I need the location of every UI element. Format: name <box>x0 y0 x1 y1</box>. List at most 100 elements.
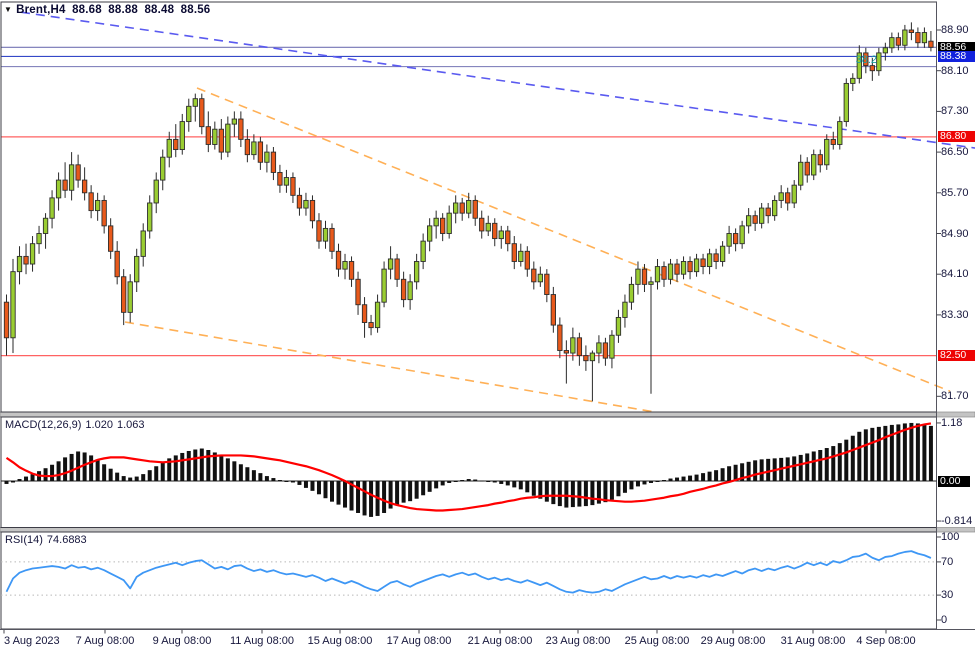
candle-bear <box>296 194 303 209</box>
price-badge-88.38: 88.38 <box>938 50 975 62</box>
candle-bull <box>889 37 895 49</box>
candle-bull <box>921 32 928 44</box>
candle-bear <box>88 192 94 212</box>
candle-bear <box>121 276 127 313</box>
candle-bear <box>661 266 667 280</box>
symbol-title: ▼ Brent,H4 88.68 88.88 88.48 88.56 <box>4 4 213 16</box>
candle-bull <box>140 230 146 257</box>
candle-bear <box>713 253 719 262</box>
time-axis-label: 9 Aug 08:00 <box>152 635 212 647</box>
rsi-name: RSI(14) <box>5 534 43 546</box>
candle-bear <box>863 52 869 67</box>
candle-bear <box>270 151 277 173</box>
time-axis-label: 31 Aug 08:00 <box>780 635 846 647</box>
candle-bull <box>283 177 290 186</box>
candle-bear <box>459 202 465 214</box>
candle-bear <box>895 37 902 46</box>
candle-bull <box>160 156 166 181</box>
macd-value-2: 1.063 <box>116 419 145 431</box>
candle-bear <box>244 138 251 156</box>
macd-histogram[interactable] <box>4 422 933 517</box>
candle-bull <box>374 301 381 329</box>
price-axis-label: 83.30 <box>941 308 969 321</box>
rsi-axis-label: 70 <box>941 555 954 568</box>
candle-bull <box>303 199 309 209</box>
candle-bear <box>479 217 485 232</box>
candle-bull <box>231 118 237 125</box>
candle-bear <box>101 199 107 227</box>
candle-bear <box>869 65 875 72</box>
rsi-value: 74.6883 <box>46 534 87 546</box>
candle-bull <box>94 199 101 212</box>
candle-bull <box>680 261 687 275</box>
price-axis-label: 81.70 <box>941 390 969 403</box>
candles-series[interactable] <box>3 22 934 402</box>
candle-bear <box>108 225 114 252</box>
symbol-dropdown-icon[interactable]: ▼ <box>4 5 13 14</box>
fib-382-label: 38.2 <box>855 54 877 66</box>
rsi-axis-label: 30 <box>941 589 954 602</box>
candle-bull <box>622 301 628 318</box>
candle-bear <box>732 233 739 245</box>
candle-bear <box>752 215 758 224</box>
candle-bull <box>420 240 426 262</box>
candle-bear <box>505 230 511 245</box>
candle-bear <box>335 250 342 270</box>
macd-signal-line[interactable] <box>5 422 932 512</box>
candle-bear <box>257 141 264 163</box>
candle-bull <box>322 227 329 242</box>
candle-bull <box>609 334 615 359</box>
candle-bull <box>342 261 348 270</box>
candle-bull <box>16 255 23 273</box>
candle-bull <box>791 184 797 204</box>
candle-bear <box>524 250 530 270</box>
candle-bear <box>557 324 563 351</box>
time-axis-label: 23 Aug 08:00 <box>545 635 611 647</box>
trendline-orange-upper[interactable] <box>196 87 951 392</box>
candle-bull <box>166 138 172 158</box>
candle-bull <box>518 250 524 262</box>
candle-bull <box>153 179 159 204</box>
time-axis-label: 21 Aug 08:00 <box>467 635 533 647</box>
rsi-panel-border <box>0 531 937 630</box>
candle-bear <box>817 154 823 166</box>
candle-bull <box>856 52 862 79</box>
rsi-line[interactable] <box>5 550 932 594</box>
candle-bull <box>42 217 49 234</box>
candle-bear <box>75 164 81 181</box>
price-close: 88.56 <box>180 4 211 16</box>
rsi-axis-label: 0 <box>941 614 948 626</box>
time-axis-label: 11 Aug 08:00 <box>229 635 295 647</box>
price-axis-label: 85.70 <box>941 186 969 199</box>
candle-bear <box>114 250 120 278</box>
trendline-orange-lower[interactable] <box>124 321 656 413</box>
candle-bull <box>381 268 387 303</box>
candle-bear <box>348 261 355 280</box>
price-open: 88.68 <box>72 4 102 16</box>
candle-bear <box>563 350 570 354</box>
trendline-blue-descending[interactable] <box>20 11 975 149</box>
candle-bear <box>641 268 648 285</box>
candle-bear <box>583 355 589 362</box>
candle-bull <box>882 47 889 54</box>
candle-bull <box>778 192 784 201</box>
candle-bear <box>81 179 88 194</box>
time-axis-label: 29 Aug 08:00 <box>700 635 766 647</box>
candle-bear <box>544 273 550 296</box>
candle-bear <box>687 261 693 273</box>
panel-divider-2[interactable] <box>0 527 975 533</box>
time-axis-label: 15 Aug 08:00 <box>307 635 373 647</box>
candle-bull <box>706 253 713 268</box>
price-axis-label: 87.30 <box>941 105 969 118</box>
candle-bear <box>290 177 296 196</box>
candle-bear <box>511 243 517 262</box>
candle-bear <box>277 171 283 186</box>
candle-bull <box>667 263 674 280</box>
panel-divider-1[interactable] <box>0 411 975 418</box>
candle-bull <box>212 128 218 145</box>
time-axis-label: 3 Aug 2023 <box>4 635 60 647</box>
candle-bull <box>843 82 849 123</box>
candle-bull <box>413 261 420 283</box>
